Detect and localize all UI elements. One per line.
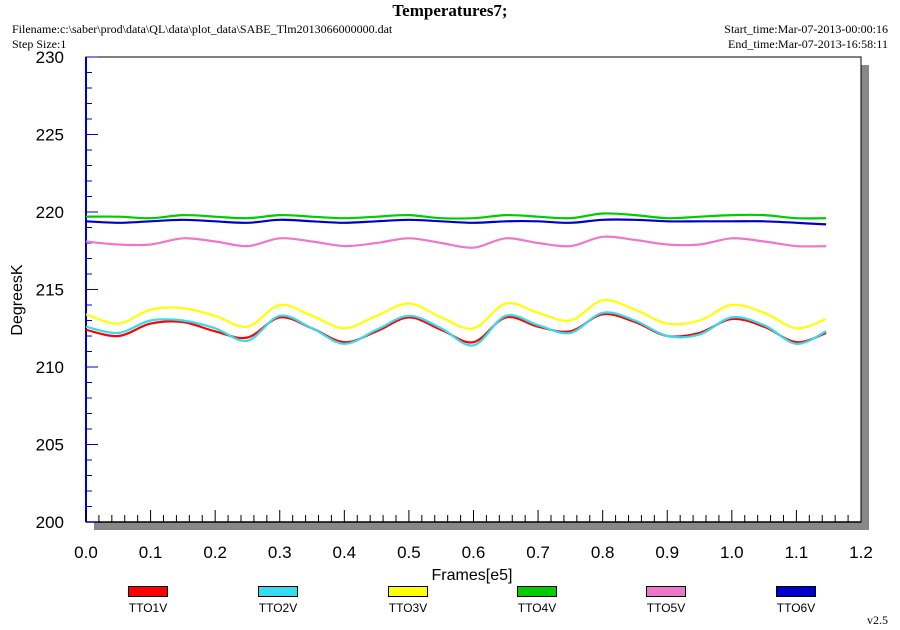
y-axis-label: DegreesK bbox=[9, 264, 26, 335]
x-tick-label: 0.1 bbox=[139, 543, 163, 562]
x-tick-label: 0.3 bbox=[268, 543, 292, 562]
step-size-label: Step Size:1 bbox=[12, 37, 67, 51]
legend-item-tto4v: TTO4V bbox=[497, 586, 577, 615]
y-tick-label: 230 bbox=[36, 48, 64, 67]
legend-label: TTO4V bbox=[517, 601, 557, 615]
y-tick-label: 220 bbox=[36, 203, 64, 222]
legend-label: TTO3V bbox=[388, 601, 428, 615]
version-label: v2.5 bbox=[867, 613, 888, 627]
series-line-tto4v bbox=[85, 212, 827, 220]
legend-item-tto1v: TTO1V bbox=[108, 586, 188, 615]
x-tick-label: 0.0 bbox=[74, 543, 98, 562]
legend-label: TTO2V bbox=[258, 601, 298, 615]
series-line-tto2v bbox=[85, 311, 827, 347]
y-tick-label: 225 bbox=[36, 126, 64, 145]
legend-swatch bbox=[128, 586, 168, 597]
filename-label: Filename:c:\saber\prod\data\QL\data\plot… bbox=[12, 22, 393, 36]
legend-swatch bbox=[388, 586, 428, 597]
x-tick-label: 1.1 bbox=[785, 543, 809, 562]
x-tick-label: 0.9 bbox=[655, 543, 679, 562]
series-line-tto6v bbox=[85, 218, 827, 226]
legend-item-tto3v: TTO3V bbox=[368, 586, 448, 615]
legend-swatch bbox=[517, 586, 557, 597]
x-tick-label: 0.7 bbox=[526, 543, 550, 562]
x-tick-label: 0.5 bbox=[397, 543, 421, 562]
legend-swatch bbox=[646, 586, 686, 597]
legend-label: TTO5V bbox=[646, 601, 686, 615]
series-line-tto3v bbox=[85, 298, 827, 330]
x-tick-label: 0.2 bbox=[203, 543, 227, 562]
y-tick-label: 210 bbox=[36, 358, 64, 377]
start-time-label: Start_time:Mar-07-2013-00:00:16 bbox=[724, 22, 888, 36]
legend-swatch bbox=[258, 586, 298, 597]
legend-item-tto6v: TTO6V bbox=[756, 586, 836, 615]
legend-label: TTO1V bbox=[128, 601, 168, 615]
x-tick-label: 0.6 bbox=[462, 543, 486, 562]
plot-frame bbox=[85, 56, 862, 523]
series-line-tto5v bbox=[85, 235, 827, 249]
x-tick-label: 1.2 bbox=[849, 543, 873, 562]
x-axis-label: Frames[e5] bbox=[432, 567, 513, 584]
y-tick-label: 200 bbox=[36, 513, 64, 532]
legend-item-tto2v: TTO2V bbox=[238, 586, 318, 615]
y-tick-label: 205 bbox=[36, 436, 64, 455]
legend-item-tto5v: TTO5V bbox=[626, 586, 706, 615]
x-tick-label: 1.0 bbox=[720, 543, 744, 562]
chart-title: Temperatures7; bbox=[392, 1, 508, 20]
y-tick-label: 215 bbox=[36, 281, 64, 300]
x-tick-label: 0.8 bbox=[591, 543, 615, 562]
legend-label: TTO6V bbox=[776, 601, 816, 615]
legend-swatch bbox=[776, 586, 816, 597]
x-tick-label: 0.4 bbox=[333, 543, 357, 562]
end-time-label: End_time:Mar-07-2013-16:58:11 bbox=[728, 37, 888, 51]
